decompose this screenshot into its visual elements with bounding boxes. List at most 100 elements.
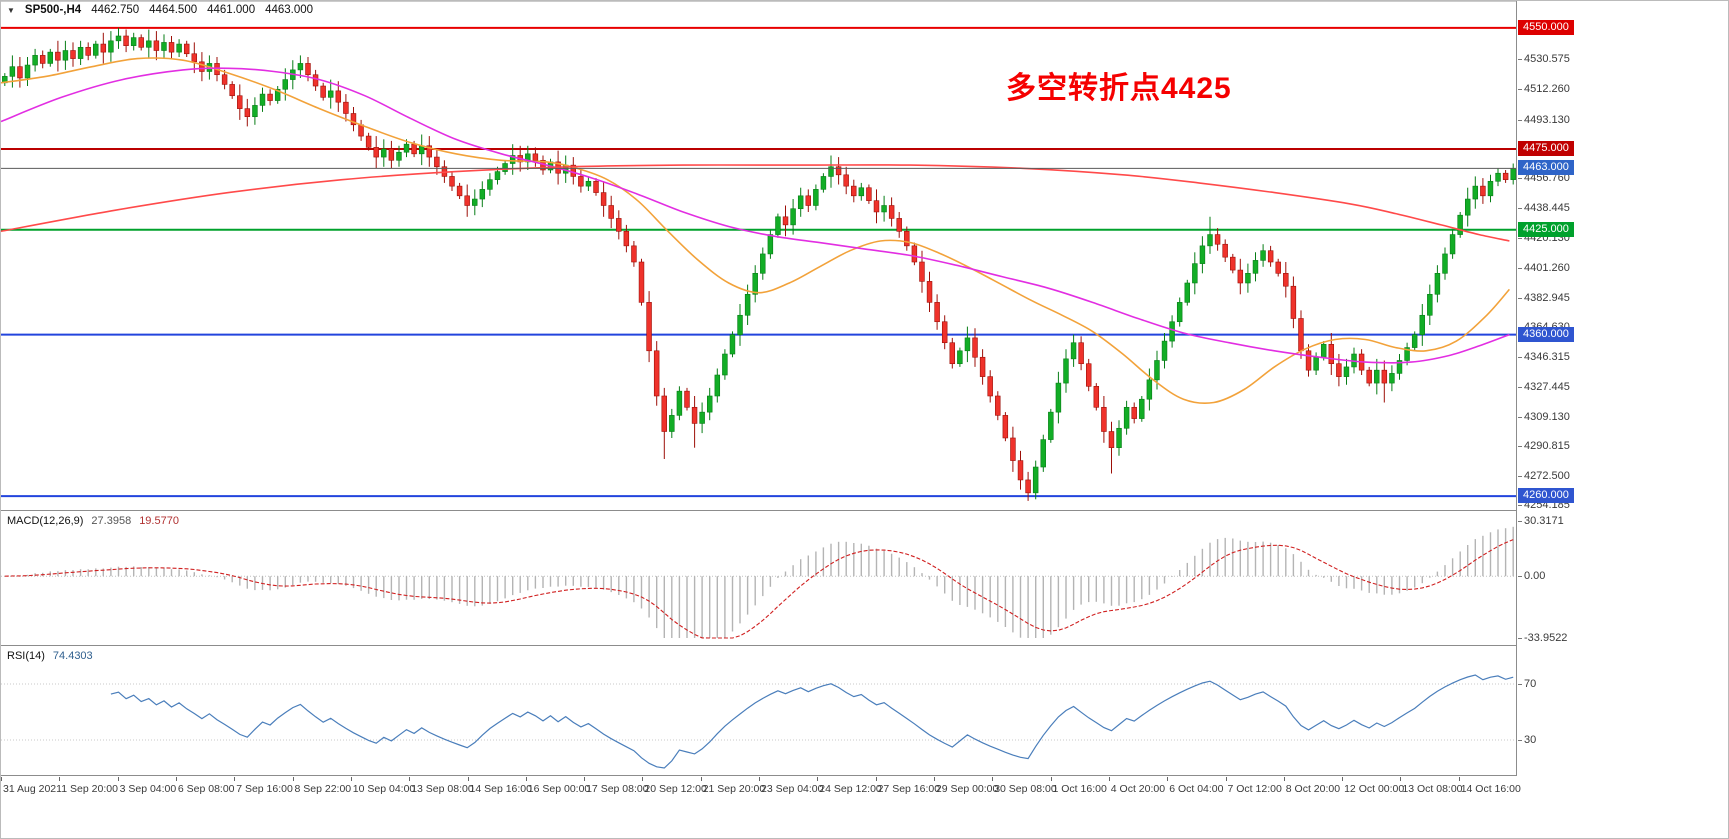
time-label: 13 Oct 08:00	[1402, 783, 1463, 795]
time-tick	[817, 777, 819, 781]
time-tick	[467, 777, 469, 781]
macd-histogram	[11, 526, 1514, 638]
time-label: 14 Sep 16:00	[469, 783, 532, 795]
time-tick	[1108, 777, 1110, 781]
macd-axis-tick: -33.9522	[1517, 632, 1568, 644]
time-label: 1 Oct 16:00	[1052, 783, 1107, 795]
bar-high-value: 4464.500	[149, 4, 198, 16]
macd-signal-line	[4, 539, 1514, 639]
macd-axis-tick: 30.3171	[1518, 515, 1564, 527]
time-label: 7 Sep 16:00	[236, 783, 293, 795]
time-tick	[1225, 777, 1227, 781]
macd-main-value: 27.3958	[91, 515, 132, 527]
time-label: 16 Sep 00:00	[527, 783, 591, 795]
time-tick	[1050, 777, 1052, 781]
time-label: 30 Sep 08:00	[994, 783, 1057, 795]
macd-indicator-label: MACD(12,26,9) 27.3958 19.5770	[7, 515, 179, 527]
time-label: 8 Sep 22:00	[294, 783, 352, 795]
time-label: 24 Sep 12:00	[819, 783, 882, 795]
time-tick	[875, 777, 877, 781]
bar-low-value: 4461.000	[207, 4, 256, 16]
price-tag-4475.000: 4475.000	[1518, 141, 1574, 156]
price-tick: 4272.500	[1518, 470, 1570, 482]
ma-line-red[interactable]	[1, 164, 1510, 242]
price-axis[interactable]: 4530.575 4512.260 4493.130 4456.760 4438.445…	[1517, 1, 1728, 799]
time-tick	[642, 777, 644, 781]
price-tick: 4530.575	[1518, 53, 1570, 65]
price-chart-pane[interactable]	[1, 1, 1517, 511]
rsi-axis-tick: 30	[1517, 734, 1537, 746]
time-tick	[350, 777, 352, 781]
annotation-text[interactable]: 多空转折点4425	[1006, 72, 1232, 105]
macd-pane[interactable]	[1, 511, 1517, 646]
time-tick	[175, 777, 177, 781]
time-axis[interactable]: 31 Aug 2021 1 Sep 20:00 3 Sep 04:00 6 Sep 0…	[1, 777, 1521, 799]
time-label: 4 Oct 20:00	[1110, 783, 1166, 795]
price-tag-4550.000: 4550.000	[1518, 20, 1574, 35]
time-label: 8 Oct 20:00	[1285, 783, 1341, 795]
time-tick	[700, 777, 702, 781]
time-tick	[1458, 777, 1460, 781]
time-tick	[525, 777, 527, 781]
price-tick: 4327.445	[1518, 381, 1570, 393]
price-tag-4360.000: 4360.000	[1518, 327, 1574, 342]
rsi-value: 74.4303	[52, 650, 93, 662]
rsi-indicator-label: RSI(14) 74.4303	[7, 650, 93, 662]
bar-open-value: 4462.750	[91, 4, 140, 16]
symbol-period-label: SP500-,H4	[24, 4, 82, 16]
time-label: 17 Sep 08:00	[586, 783, 649, 795]
time-tick	[409, 777, 411, 781]
time-label: 12 Oct 00:00	[1344, 783, 1405, 795]
bar-close-value: 4463.000	[265, 4, 314, 16]
time-tick	[59, 777, 61, 781]
collapse-triangle-icon[interactable]: ▼	[7, 5, 15, 15]
time-tick	[1167, 777, 1169, 781]
time-tick	[992, 777, 994, 781]
time-label: 27 Sep 16:00	[877, 783, 941, 795]
price-tick: 4382.945	[1518, 292, 1570, 304]
time-tick	[117, 777, 119, 781]
rsi-axis-tick: 70	[1517, 678, 1537, 690]
time-label: 6 Oct 04:00	[1169, 783, 1224, 795]
price-tick: 4438.445	[1518, 202, 1570, 214]
time-label: 7 Oct 12:00	[1227, 783, 1282, 795]
time-tick	[759, 777, 760, 781]
time-tick	[584, 777, 586, 781]
price-tick: 4290.815	[1518, 440, 1570, 452]
time-tick	[292, 777, 294, 781]
price-tick: 4401.260	[1518, 262, 1570, 274]
price-tick: 4493.130	[1518, 114, 1570, 126]
macd-signal-value: 19.5770	[139, 515, 179, 527]
price-tick: 4512.260	[1518, 83, 1570, 95]
ma-line-magenta[interactable]	[1, 67, 1510, 364]
time-label: 29 Sep 00:00	[935, 783, 999, 795]
chart-header: ▼ SP500-,H4 4462.750 4464.500 4461.000 4…	[7, 4, 313, 16]
time-label: 10 Sep 04:00	[352, 783, 416, 795]
time-tick	[1283, 777, 1285, 781]
macd-axis-tick: 0.00	[1517, 570, 1546, 582]
time-tick	[933, 777, 935, 781]
time-label: 13 Sep 08:00	[411, 783, 474, 795]
time-tick	[1342, 777, 1344, 781]
time-tick	[1400, 777, 1402, 781]
time-label: 23 Sep 04:00	[761, 783, 824, 795]
time-label: 21 Sep 20:00	[702, 783, 766, 795]
macd-name: MACD(12,26,9)	[7, 515, 84, 527]
candlesticks-group	[2, 27, 1516, 501]
time-label: 31 Aug 2021	[3, 783, 62, 795]
rsi-name: RSI(14)	[7, 650, 45, 662]
time-tick	[234, 777, 236, 781]
rsi-line	[110, 674, 1514, 769]
price-tick: 4346.315	[1518, 351, 1570, 363]
price-tick: 4309.130	[1518, 411, 1570, 423]
price-tick: 4456.760	[1518, 172, 1570, 184]
time-label: 20 Sep 12:00	[644, 783, 707, 795]
price-tag-4260.000: 4260.000	[1518, 488, 1574, 503]
time-label: 6 Sep 08:00	[177, 783, 235, 795]
price-tag-4425.000: 4425.000	[1518, 222, 1574, 237]
price-tag-4463.000: 4463.000	[1518, 160, 1574, 175]
time-label: 1 Sep 20:00	[61, 783, 118, 795]
time-label: 14 Oct 16:00	[1460, 783, 1521, 795]
rsi-pane[interactable]	[1, 646, 1517, 776]
